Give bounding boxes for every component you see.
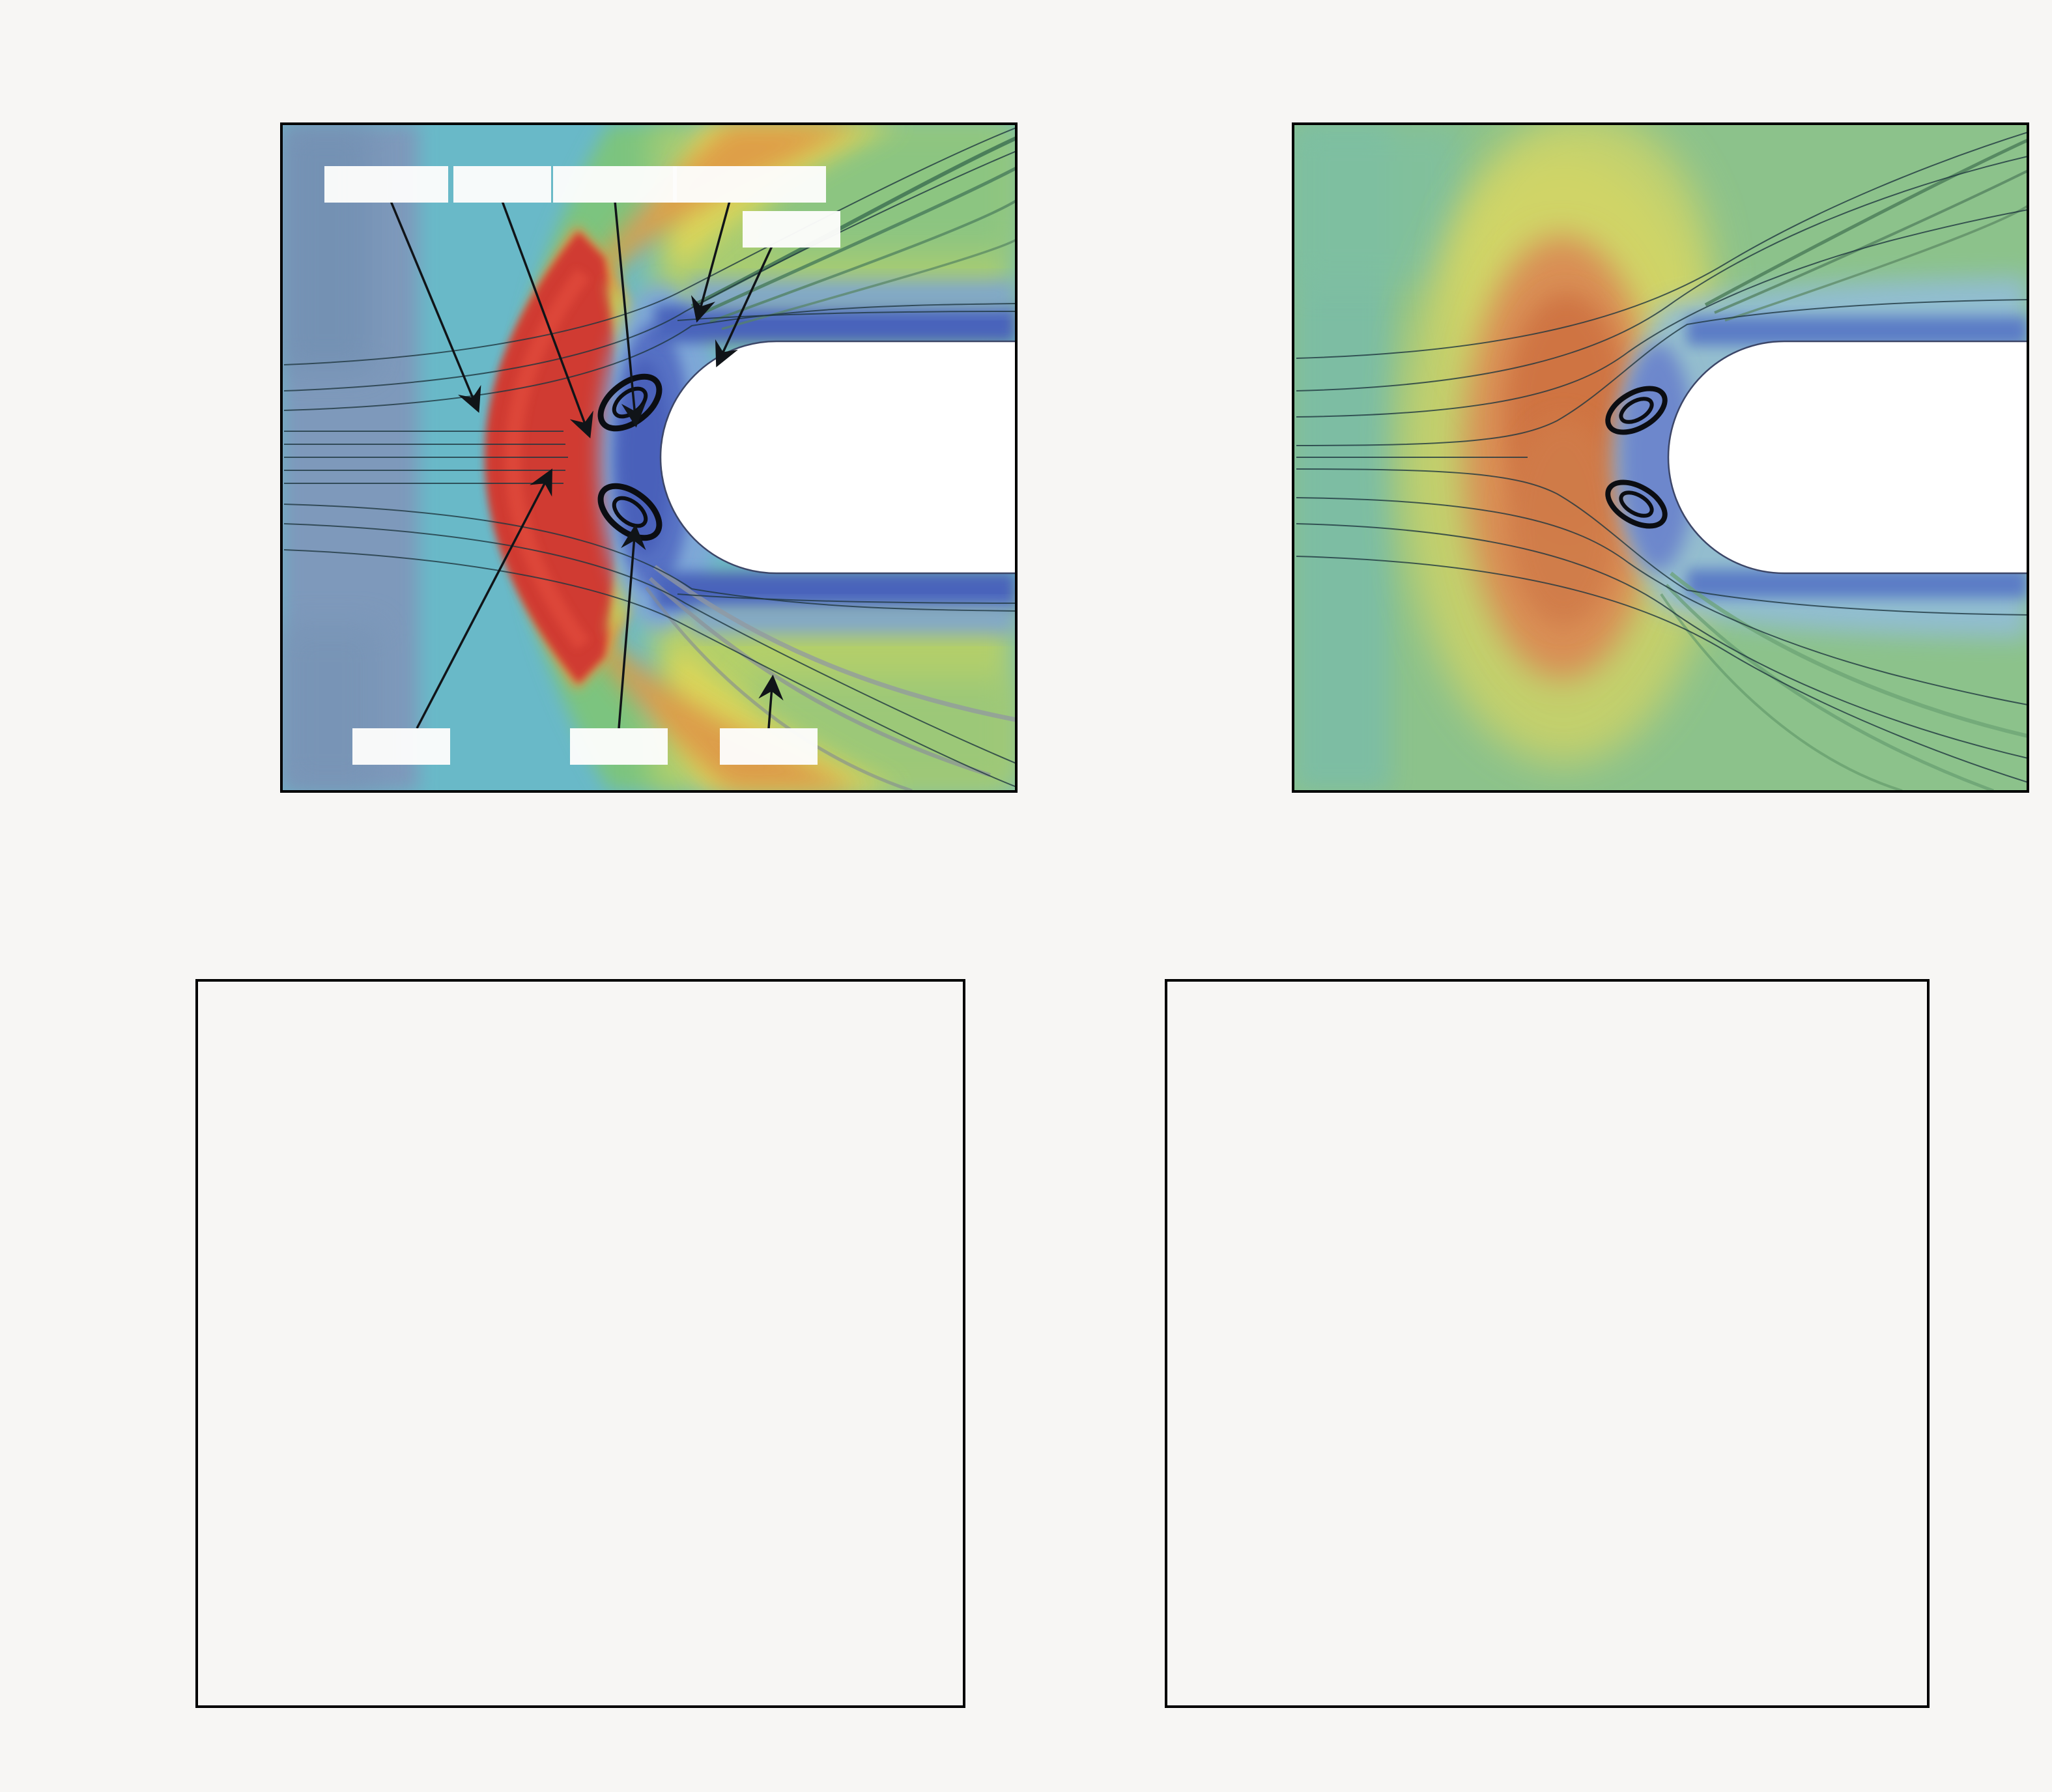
blunt-body-b bbox=[1667, 340, 2029, 575]
annotation-box bbox=[570, 728, 668, 765]
annotation-box bbox=[453, 166, 551, 203]
annotation-box bbox=[673, 166, 826, 203]
vortex-pair-b bbox=[1605, 386, 1668, 529]
blunt-body-a bbox=[659, 340, 1018, 575]
panel-a-annotations bbox=[324, 166, 840, 765]
panel-b-border bbox=[1292, 122, 2029, 793]
annotation-box bbox=[352, 728, 450, 765]
panel-d-border bbox=[1165, 979, 1930, 1708]
panel-a-border bbox=[280, 122, 1018, 793]
annotation-box bbox=[553, 166, 677, 203]
panel-b-streamlines bbox=[1296, 132, 2028, 783]
annotation-box bbox=[720, 728, 818, 765]
annotation-box bbox=[324, 166, 448, 203]
annotation-box bbox=[743, 211, 840, 248]
panel-c-border bbox=[195, 979, 965, 1708]
